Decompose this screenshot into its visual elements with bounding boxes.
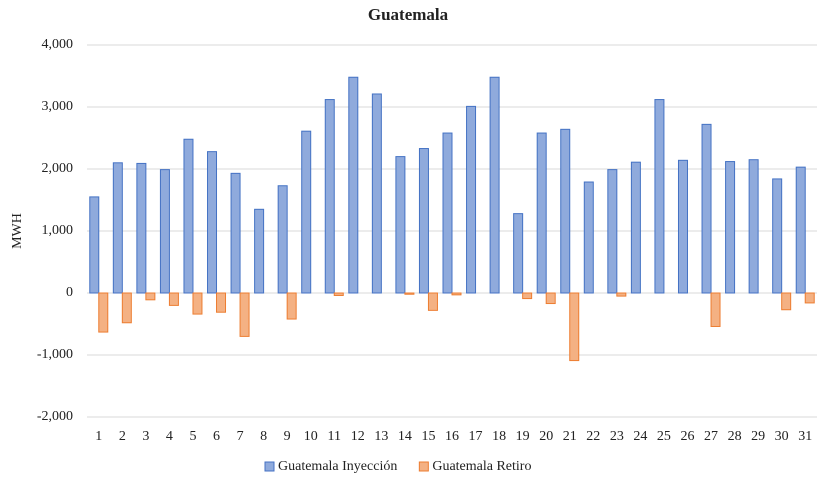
- bar: [489, 76, 500, 294]
- bar: [710, 292, 721, 327]
- bar: [98, 292, 109, 333]
- x-tick-label: 2: [119, 429, 126, 444]
- x-tick-label: 27: [704, 429, 718, 444]
- bar: [333, 292, 344, 296]
- y-tick-label: 4,000: [42, 37, 74, 52]
- bar: [286, 292, 297, 320]
- bar: [654, 99, 665, 294]
- bar: [418, 148, 429, 294]
- bar: [748, 159, 759, 294]
- x-tick-label: 24: [633, 429, 647, 444]
- x-tick-label: 5: [189, 429, 196, 444]
- x-tick-label: 19: [516, 429, 530, 444]
- bar: [513, 213, 524, 294]
- x-tick-label: 21: [563, 429, 577, 444]
- chart-title: Guatemala: [368, 5, 449, 24]
- bar: [207, 151, 218, 294]
- bar: [145, 292, 156, 301]
- x-tick-label: 31: [798, 429, 812, 444]
- bar: [616, 292, 627, 297]
- bar: [427, 292, 438, 311]
- x-tick-label: 11: [328, 429, 341, 444]
- x-tick-label: 28: [728, 429, 742, 444]
- bar: [277, 185, 288, 294]
- y-tick-label: 0: [66, 285, 73, 300]
- bar: [630, 161, 641, 294]
- bar: [230, 172, 241, 294]
- y-axis-label: MWH: [10, 213, 25, 249]
- x-tick-label: 29: [751, 429, 765, 444]
- bar: [301, 130, 312, 294]
- bar: [536, 132, 547, 294]
- x-tick-label: 16: [445, 429, 459, 444]
- bar: [607, 169, 618, 294]
- bar: [89, 196, 100, 294]
- y-tick-label: 1,000: [42, 223, 74, 238]
- x-tick-label: 20: [539, 429, 553, 444]
- bar: [159, 169, 170, 294]
- x-tick-label: 13: [374, 429, 388, 444]
- x-tick-label: 6: [213, 429, 220, 444]
- legend-swatch: [264, 461, 275, 472]
- bar: [466, 105, 477, 294]
- x-tick-label: 4: [166, 429, 173, 444]
- bar: [348, 76, 359, 294]
- bar: [136, 162, 147, 294]
- x-tick-label: 25: [657, 429, 671, 444]
- bar: [192, 292, 203, 315]
- y-tick-label: -1,000: [37, 347, 73, 362]
- bar: [168, 292, 179, 306]
- bar: [324, 99, 335, 294]
- bar: [569, 292, 580, 362]
- bar: [804, 292, 815, 304]
- x-tick-label: 7: [237, 429, 244, 444]
- legend-label: Guatemala Retiro: [432, 459, 531, 474]
- y-tick-label: 2,000: [42, 161, 74, 176]
- bar: [522, 292, 533, 300]
- x-tick-label: 10: [304, 429, 318, 444]
- x-tick-label: 8: [260, 429, 267, 444]
- y-tick-label: 3,000: [42, 99, 74, 114]
- bar: [395, 156, 406, 294]
- x-tick-label: 30: [775, 429, 789, 444]
- x-tick-label: 22: [586, 429, 600, 444]
- x-tick-label: 23: [610, 429, 624, 444]
- bar: [781, 292, 792, 311]
- bar: [404, 292, 415, 295]
- x-tick-label: 15: [421, 429, 435, 444]
- bar: [560, 128, 571, 294]
- x-tick-label: 18: [492, 429, 506, 444]
- x-tick-label: 3: [142, 429, 149, 444]
- bar: [254, 208, 265, 294]
- bar: [772, 178, 783, 294]
- x-tick-label: 12: [351, 429, 365, 444]
- bar: [451, 292, 462, 296]
- bar: [701, 123, 712, 294]
- y-tick-label: -2,000: [37, 409, 73, 424]
- x-tick-label: 14: [398, 429, 412, 444]
- bar: [677, 159, 688, 294]
- legend-label: Guatemala Inyección: [278, 459, 397, 474]
- x-tick-label: 9: [284, 429, 291, 444]
- bar: [121, 292, 132, 324]
- x-tick-label: 26: [680, 429, 694, 444]
- x-tick-label: 1: [95, 429, 102, 444]
- bar: [442, 132, 453, 294]
- legend-swatch: [418, 461, 429, 472]
- bar: [545, 292, 556, 305]
- bar: [183, 138, 194, 294]
- bar: [371, 93, 382, 294]
- bar: [725, 161, 736, 294]
- bar: [239, 292, 250, 337]
- bar: [112, 162, 123, 294]
- bar: [216, 292, 227, 313]
- bar: [583, 181, 594, 294]
- bar: [795, 166, 806, 294]
- x-tick-label: 17: [469, 429, 483, 444]
